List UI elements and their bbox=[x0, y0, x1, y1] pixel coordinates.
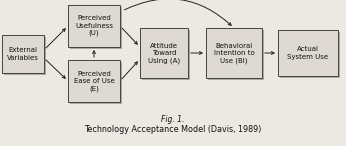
FancyBboxPatch shape bbox=[206, 28, 262, 78]
FancyBboxPatch shape bbox=[140, 28, 188, 78]
Text: Perceived
Usefulness
(U): Perceived Usefulness (U) bbox=[75, 15, 113, 36]
FancyBboxPatch shape bbox=[278, 30, 338, 76]
Text: Behavioral
Intention to
Use (BI): Behavioral Intention to Use (BI) bbox=[213, 42, 254, 64]
FancyBboxPatch shape bbox=[70, 61, 121, 104]
FancyBboxPatch shape bbox=[142, 29, 190, 80]
FancyBboxPatch shape bbox=[2, 35, 44, 73]
Text: Actual
System Use: Actual System Use bbox=[288, 46, 329, 60]
FancyBboxPatch shape bbox=[68, 60, 120, 102]
Text: Perceived
Ease of Use
(E): Perceived Ease of Use (E) bbox=[74, 71, 115, 92]
FancyBboxPatch shape bbox=[68, 5, 120, 47]
Text: Attitude
Toward
Using (A): Attitude Toward Using (A) bbox=[148, 42, 180, 64]
FancyBboxPatch shape bbox=[280, 32, 339, 78]
FancyBboxPatch shape bbox=[208, 29, 264, 80]
FancyBboxPatch shape bbox=[3, 36, 46, 74]
Text: Technology Acceptance Model (Davis, 1989): Technology Acceptance Model (Davis, 1989… bbox=[84, 126, 262, 134]
Text: External
Variables: External Variables bbox=[7, 47, 39, 61]
Text: Fig. 1.: Fig. 1. bbox=[161, 115, 185, 125]
FancyBboxPatch shape bbox=[70, 7, 121, 48]
